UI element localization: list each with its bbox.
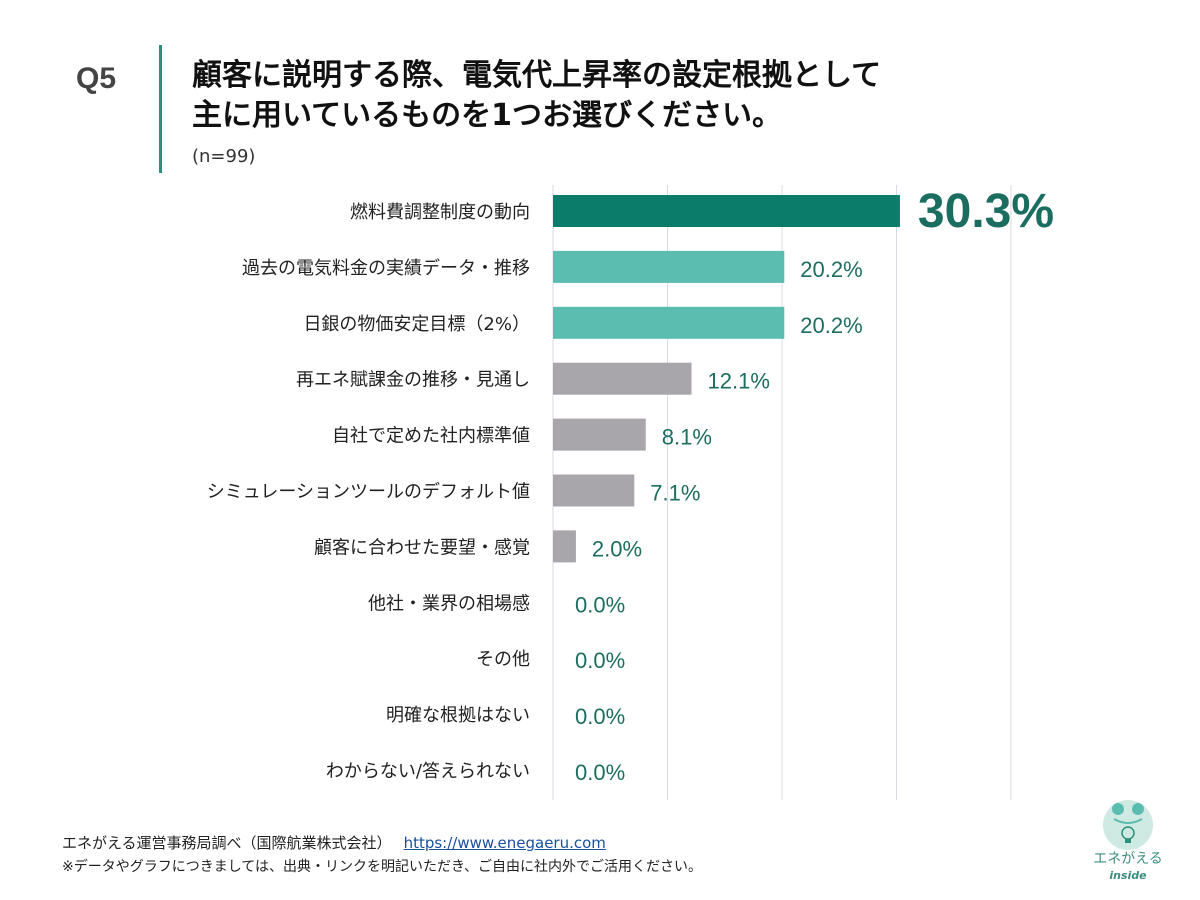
bar (553, 250, 785, 283)
svg-text:エネがえる: エネがえる (1093, 851, 1163, 867)
title-divider (159, 45, 162, 173)
bar (553, 306, 785, 339)
title-line-2: 主に用いているものを1つお選びください。 (192, 98, 782, 133)
bar (553, 474, 635, 507)
value-label: 8.1% (662, 425, 712, 450)
frog-icon: エネがえる inside (1093, 800, 1163, 882)
value-label: 20.2% (800, 313, 862, 338)
sample-size: (n=99) (192, 146, 256, 167)
svg-text:inside: inside (1109, 869, 1147, 882)
enegaeru-logo: エネがえる inside (1090, 795, 1180, 885)
value-label: 12.1% (708, 369, 770, 394)
value-label: 0.0% (575, 704, 625, 729)
bar (553, 530, 576, 563)
category-label: 日銀の物価安定目標（2%） (303, 314, 530, 335)
bar (553, 195, 900, 227)
category-label: シミュレーションツールのデフォルト値 (207, 482, 530, 503)
value-label: 2.0% (592, 536, 642, 561)
bar (553, 362, 692, 395)
source-link[interactable]: https://www.enegaeru.com (403, 834, 606, 852)
source-text: エネがえる運営事務局調べ（国際航業株式会社） (62, 834, 392, 852)
title-line-1: 顧客に説明する際、電気代上昇率の設定根拠として (192, 58, 882, 93)
usage-note: ※データやグラフにつきましては、出典・リンクを明記いただき、ご自由に社内外でご活… (62, 859, 703, 875)
category-label: 自社で定めた社内標準値 (332, 426, 530, 447)
category-label: 他社・業界の相場感 (368, 593, 530, 614)
category-label: 明確な根拠はない (386, 705, 530, 726)
value-label: 0.0% (575, 648, 625, 673)
value-label: 0.0% (575, 760, 625, 785)
source-line: エネがえる運営事務局調べ（国際航業株式会社） https://www.enegae… (62, 832, 606, 853)
category-label: 再エネ賦課金の推移・見通し (296, 370, 530, 391)
category-label: その他 (476, 649, 530, 670)
value-label: 0.0% (575, 592, 625, 617)
value-label: 20.2% (800, 257, 862, 282)
value-label: 7.1% (650, 481, 700, 506)
category-label: 燃料費調整制度の動向 (350, 202, 530, 223)
category-label: 顧客に合わせた要望・感覚 (314, 537, 530, 558)
category-label: 過去の電気料金の実績データ・推移 (242, 258, 530, 279)
question-number: Q5 (76, 62, 117, 95)
bar (553, 418, 646, 451)
category-label: わからない/答えられない (326, 761, 530, 782)
value-label: 30.3% (918, 185, 1054, 238)
chart-title: 顧客に説明する際、電気代上昇率の設定根拠として 主に用いているものを1つお選びく… (192, 56, 881, 136)
